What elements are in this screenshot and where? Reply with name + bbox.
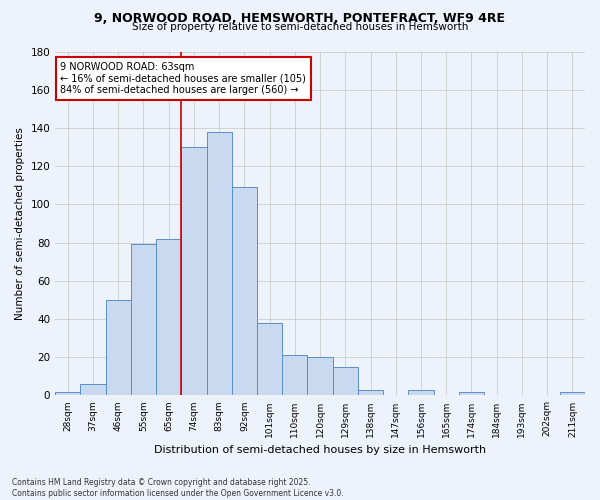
Bar (181, 147, 206, 396)
Y-axis label: Number of semi-detached properties: Number of semi-detached properties (15, 127, 25, 320)
Bar (409, 390, 434, 396)
X-axis label: Distribution of semi-detached houses by size in Hemsworth: Distribution of semi-detached houses by … (154, 445, 486, 455)
Bar (206, 132, 232, 396)
Bar (131, 244, 156, 396)
Bar (332, 367, 358, 396)
Text: Contains HM Land Registry data © Crown copyright and database right 2025.
Contai: Contains HM Land Registry data © Crown c… (12, 478, 344, 498)
Bar (106, 300, 131, 396)
Text: 9 NORWOOD ROAD: 63sqm
← 16% of semi-detached houses are smaller (105)
84% of sem: 9 NORWOOD ROAD: 63sqm ← 16% of semi-deta… (61, 62, 307, 95)
Bar (459, 392, 484, 396)
Bar (232, 187, 257, 396)
Bar (80, 384, 106, 396)
Bar (560, 392, 585, 396)
Bar (156, 239, 181, 396)
Bar (358, 390, 383, 396)
Bar (282, 356, 307, 396)
Text: 9, NORWOOD ROAD, HEMSWORTH, PONTEFRACT, WF9 4RE: 9, NORWOOD ROAD, HEMSWORTH, PONTEFRACT, … (95, 12, 505, 26)
Bar (55, 392, 80, 396)
Text: Size of property relative to semi-detached houses in Hemsworth: Size of property relative to semi-detach… (132, 22, 468, 32)
Bar (257, 323, 282, 396)
Bar (307, 357, 332, 396)
